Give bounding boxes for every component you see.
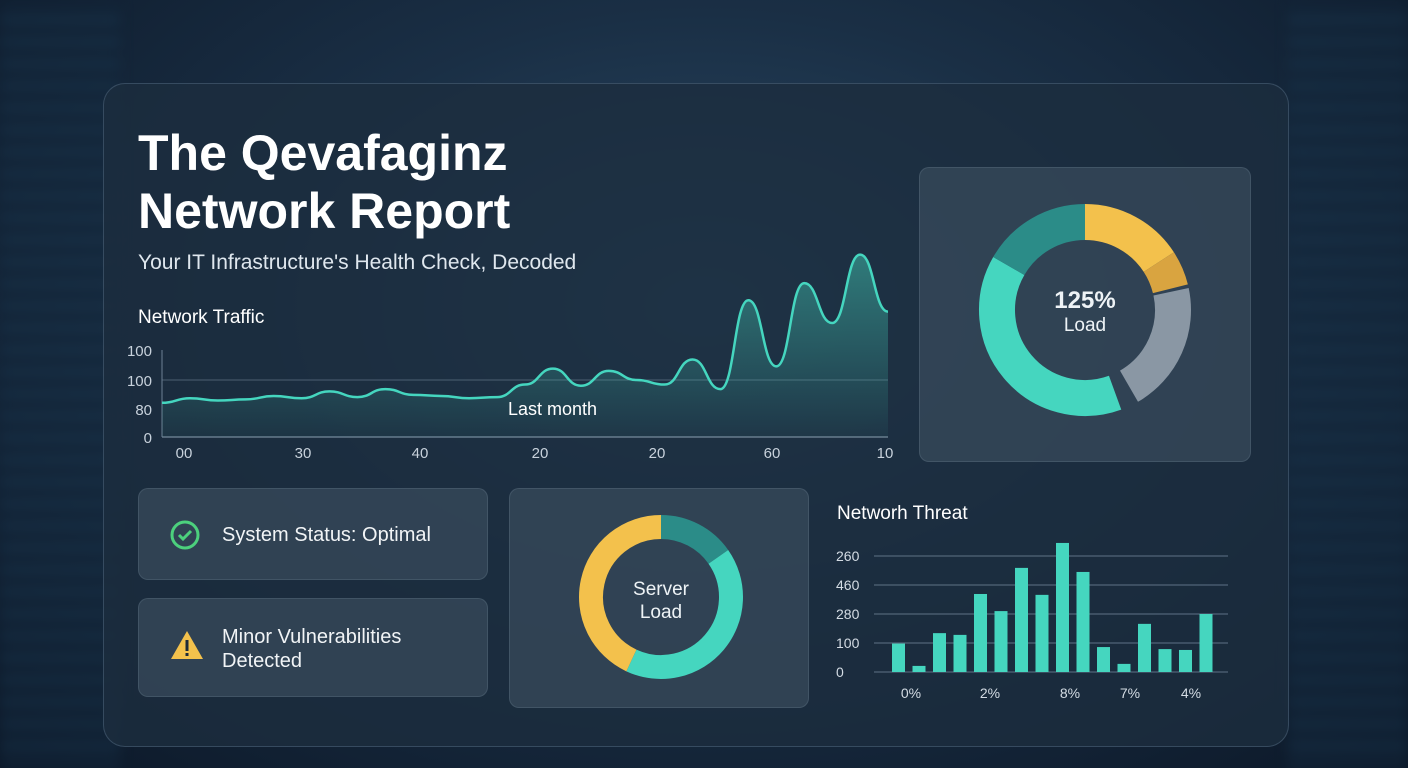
threat-bar (912, 665, 926, 672)
threat-bar (994, 611, 1008, 672)
server-load-segment-dark-teal (660, 515, 729, 565)
x-tick-label: 10 (877, 445, 894, 462)
check-circle-icon (170, 520, 200, 550)
x-tick-label: 8% (1060, 685, 1080, 701)
threat-bar (1199, 614, 1213, 672)
load-segment-dark-teal (993, 204, 1086, 276)
load-value: 125% (1054, 287, 1116, 314)
x-tick-label: 30 (295, 445, 312, 462)
threat-bar (1138, 623, 1151, 672)
x-tick-label: 7% (1120, 685, 1140, 701)
threat-bar (1179, 649, 1192, 672)
x-tick-label: 4% (1181, 685, 1201, 701)
subtitle: Your IT Infrastructure's Health Check, D… (138, 251, 577, 274)
x-tick-label: 20 (649, 445, 666, 462)
x-tick-label: 20 (532, 445, 549, 462)
status-ok-card[interactable]: System Status: Optimal (138, 488, 488, 580)
load-donut (979, 204, 1191, 416)
threat-bar (933, 633, 946, 672)
load-segment-teal (979, 257, 1122, 416)
threat-title: Networh Threat (837, 503, 968, 524)
y-tick-label: 100 (127, 343, 152, 360)
y-tick-label: 100 (127, 373, 152, 390)
y-tick-label: 280 (836, 606, 860, 622)
server-rack-background (1288, 0, 1408, 768)
load-segment-gold (1143, 252, 1188, 294)
server-load-segment-teal (626, 549, 743, 679)
status-warning-card[interactable]: Minor Vulnerabilities Detected (138, 598, 488, 697)
traffic-annotation: Last month (508, 399, 598, 419)
traffic-area (162, 254, 888, 437)
threat-bar (1056, 542, 1069, 672)
page-title: The Qevafaginz Network Report (138, 125, 511, 239)
load-label: Load (1063, 315, 1107, 336)
server-load-segment-yellow (579, 515, 662, 672)
threat-bar (1015, 567, 1028, 672)
server-rack-background (0, 0, 120, 768)
x-tick-label: 00 (176, 445, 193, 462)
threat-bar (892, 643, 905, 672)
y-tick-label: 100 (836, 635, 860, 651)
y-tick-label: 0 (836, 664, 844, 680)
warning-icon (171, 631, 203, 659)
load-readout: 125% Load (1035, 287, 1135, 337)
threat-bar (1097, 647, 1110, 672)
threat-bar (974, 593, 987, 672)
traffic-line (161, 253, 889, 405)
load-segment-gray (1119, 287, 1191, 402)
status-ok-label: System Status: Optimal (222, 524, 431, 546)
traffic-chart: 0 80 100 100 00 30 40 20 20 60 10 (127, 253, 894, 462)
threat-bar (953, 634, 967, 672)
x-tick-label: 60 (764, 445, 781, 462)
traffic-title: Network Traffic (138, 307, 265, 328)
y-tick-label: 260 (836, 548, 860, 564)
server-load-donut (579, 515, 743, 679)
x-tick-label: 0% (901, 685, 921, 701)
x-tick-label: 40 (412, 445, 429, 462)
threat-bar (1117, 663, 1131, 672)
threat-chart: 0 100 280 460 260 0% 2% 8% 7% 4% (836, 542, 1228, 701)
x-tick-label: 2% (980, 685, 1000, 701)
y-tick-label: 460 (836, 577, 860, 593)
status-warning-label: Minor Vulnerabilities Detected (222, 626, 402, 672)
y-tick-label: 80 (135, 402, 152, 419)
threat-bar (1076, 571, 1090, 672)
threat-bar (1035, 594, 1049, 672)
server-load-label: Server Load (633, 579, 689, 623)
load-segment-yellow (1084, 204, 1174, 273)
y-tick-label: 0 (144, 430, 152, 447)
threat-bar (1158, 649, 1172, 672)
